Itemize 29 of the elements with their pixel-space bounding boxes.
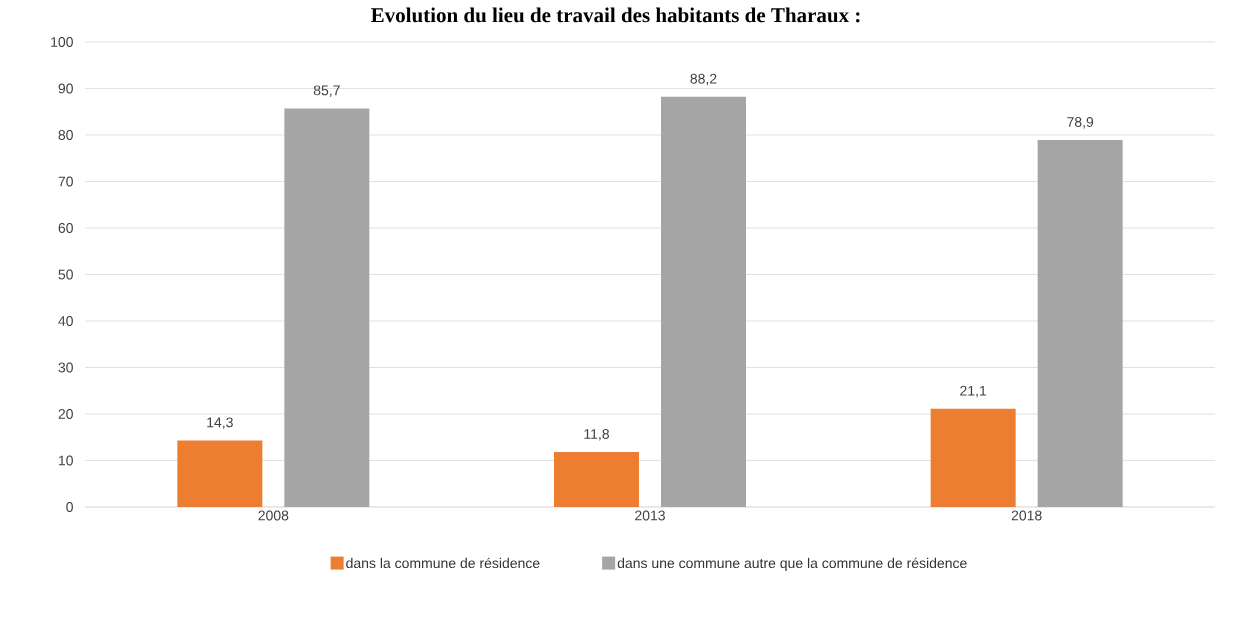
y-tick-label: 30 [58,362,73,373]
y-tick-label: 50 [58,269,73,280]
y-tick-label: 10 [58,455,73,466]
y-tick-label: 80 [58,130,73,140]
data-label: 78,9 [1067,117,1094,129]
y-tick-label: 40 [58,316,73,326]
data-label: 14,3 [207,417,233,429]
bar [661,96,746,507]
bar [930,408,1016,507]
bar [284,108,370,507]
y-tick-label: 100 [51,37,73,47]
data-label: 85,7 [313,85,340,97]
y-tick-label: 60 [58,223,73,233]
x-tick-label: 2018 [1011,510,1042,521]
bar [553,452,639,507]
y-tick-label: 90 [58,83,73,94]
data-label: 88,2 [690,73,717,86]
y-tick-label: 20 [58,409,73,419]
data-label: 11,8 [584,429,609,441]
legend-label: dans une commune autre que la commune de résidence [617,557,967,571]
chart-title: Evolution du lieu de travail des habitants de Tharaux : [371,7,860,23]
data-label: 21,1 [960,385,987,398]
y-tick-label: 0 [66,502,73,512]
bar [1037,140,1123,507]
y-tick-label: 70 [58,176,73,187]
bar [177,440,263,507]
x-tick-label: 2008 [258,510,289,521]
x-tick-label: 2013 [635,510,665,521]
legend-label: dans la commune de résidence [346,557,540,569]
